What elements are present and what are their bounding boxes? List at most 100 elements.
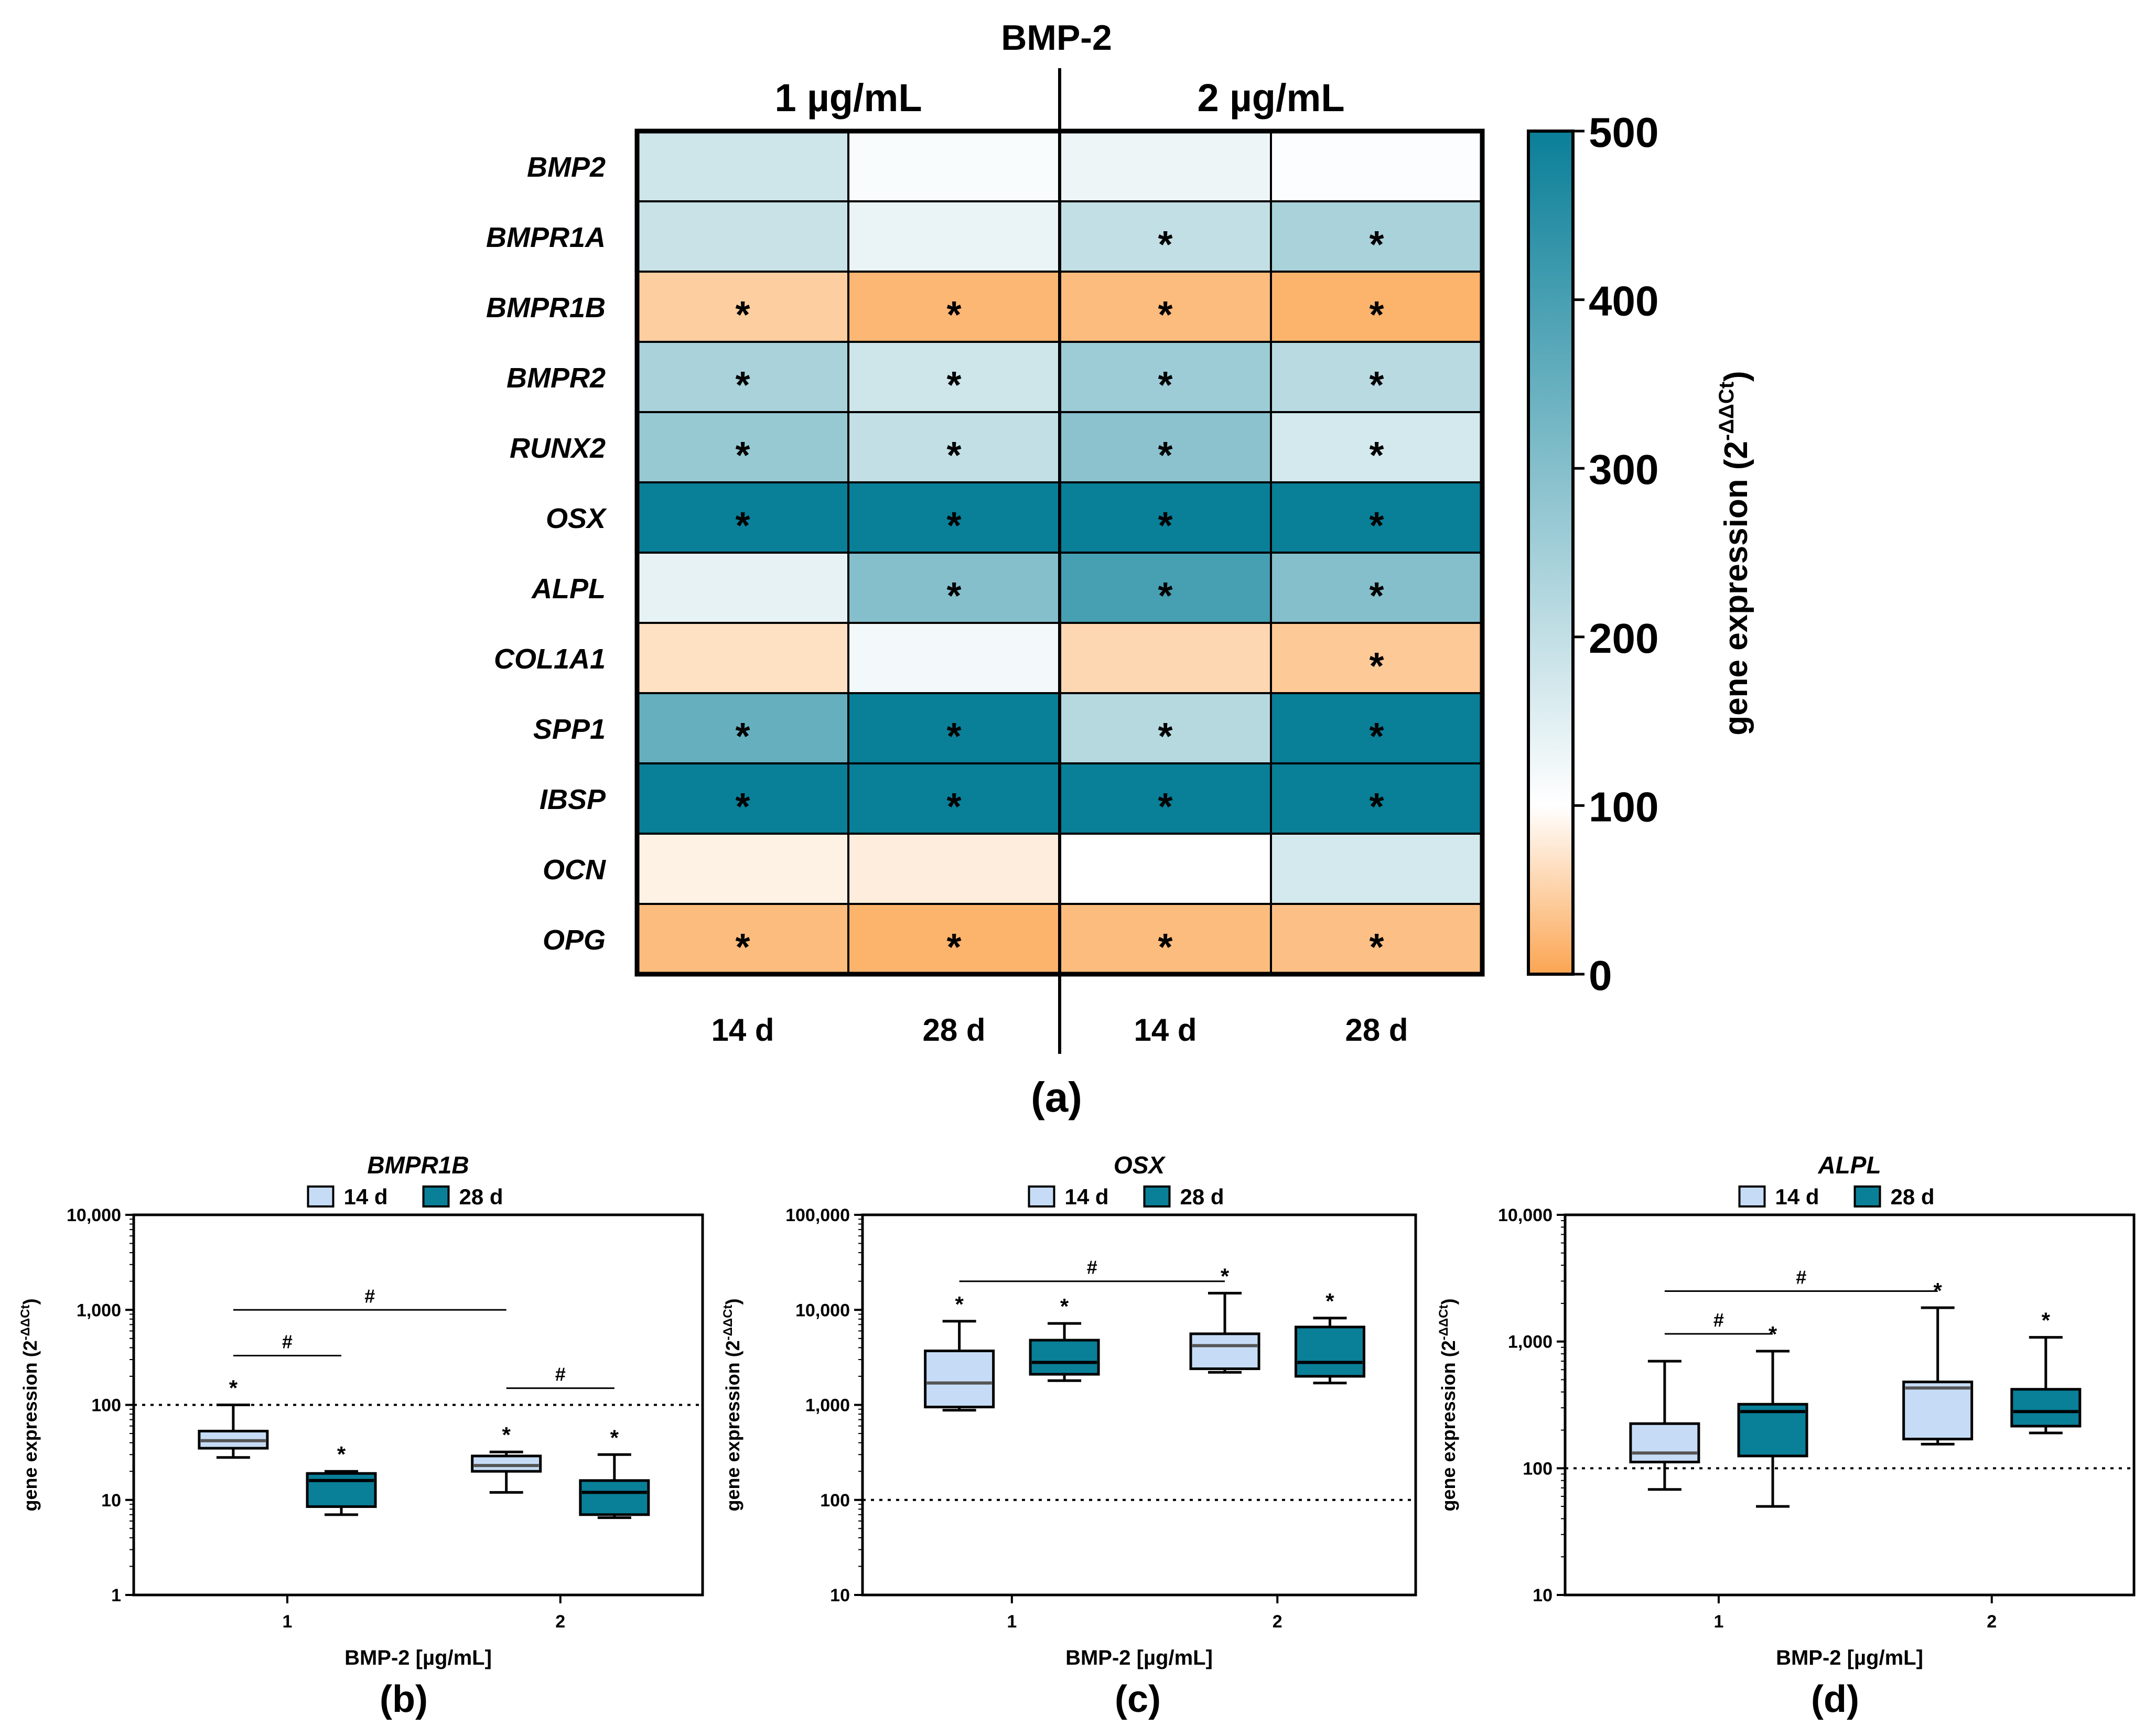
- box-significance-star: *: [229, 1376, 238, 1400]
- heatmap-cell: [1270, 200, 1483, 273]
- x-tick-label: 1: [1007, 1612, 1017, 1632]
- heatmap-cell: [1270, 271, 1483, 343]
- heatmap-cell: [636, 833, 849, 905]
- box: [924, 1350, 995, 1409]
- heatmap-cell: [1059, 762, 1272, 835]
- plot-frame: [1564, 1213, 2136, 1597]
- heatmap-row-label: COL1A1: [494, 643, 606, 675]
- significance-star: *: [946, 716, 961, 758]
- box-significance-star: *: [1221, 1264, 1230, 1288]
- panel-label: (d): [1811, 1678, 1859, 1720]
- y-tick-label: 10: [830, 1586, 850, 1605]
- colorbar-tick-label: 300: [1589, 446, 1658, 493]
- heatmap-column-label: 28 d: [922, 1012, 985, 1048]
- box: [471, 1454, 542, 1473]
- heatmap-cell: [1059, 622, 1272, 694]
- box-significance-star: *: [502, 1422, 511, 1447]
- significance-star: *: [946, 364, 961, 406]
- y-tick-label: 10,000: [795, 1300, 850, 1320]
- heatmap-cell: [636, 692, 849, 764]
- comparison-label: #: [364, 1285, 375, 1307]
- heatmap-cell: [636, 762, 849, 835]
- legend-label: 28 d: [1180, 1184, 1224, 1209]
- colorbar-tick-label: 0: [1589, 952, 1612, 999]
- x-axis-label: BMP-2 [µg/mL]: [1065, 1646, 1213, 1669]
- legend-swatch: [307, 1185, 335, 1207]
- boxplot-title: ALPL: [1817, 1151, 1881, 1179]
- heatmap-cell: [636, 622, 849, 694]
- boxplot-panel-d: ALPL 14 d 28 d 10 100 1,000 10,000 gene express…: [1437, 1151, 2136, 1720]
- box: [579, 1479, 650, 1516]
- x-tick-label: 2: [1987, 1612, 1997, 1632]
- box: [1629, 1422, 1700, 1463]
- heatmap-row-label: IBSP: [540, 784, 606, 815]
- heatmap-row-label: BMP2: [527, 152, 606, 183]
- significance-star: *: [1369, 575, 1384, 617]
- legend-swatch: [1853, 1185, 1881, 1207]
- legend-label: 28 d: [1891, 1184, 1935, 1209]
- boxplot-panel-b: BMPR1B 14 d 28 d 1 10 100 1,000 10,000 gene expr…: [18, 1151, 704, 1720]
- y-axis-label: gene expression (2-ΔΔCt): [721, 1299, 743, 1512]
- box-significance-star: *: [337, 1442, 346, 1467]
- heatmap-cell: [1059, 130, 1272, 202]
- y-tick-label: 100: [820, 1491, 850, 1511]
- panel-label: (b): [380, 1678, 428, 1720]
- significance-star: *: [1369, 294, 1384, 336]
- significance-star: *: [946, 575, 961, 617]
- y-tick-label: 1,000: [1508, 1332, 1553, 1352]
- legend-label: 14 d: [1065, 1184, 1109, 1209]
- boxplot-title: BMPR1B: [367, 1151, 469, 1179]
- heatmap-cell: [1270, 130, 1483, 202]
- box: [1294, 1325, 1365, 1378]
- legend-swatch: [1738, 1185, 1766, 1207]
- boxplot-title: OSX: [1114, 1151, 1166, 1179]
- heatmap-row-label: BMPR1B: [486, 292, 606, 324]
- heatmap-column-group-label: 2 µg/mL: [1197, 76, 1344, 120]
- heatmap-cell: [847, 552, 1061, 624]
- heatmap-row-label: BMPR1A: [486, 222, 606, 253]
- heatmap-panel-a: BMP-2 1 µg/mL 2 µg/mL BMP2 BMPR1A * * BMPR1B * * *…: [486, 18, 1754, 1120]
- y-tick-label: 1,000: [77, 1300, 121, 1320]
- heatmap-cell: [847, 341, 1061, 413]
- heatmap-cell: [636, 200, 849, 273]
- heatmap-row-label: BMPR2: [506, 362, 606, 394]
- box: [1902, 1381, 1974, 1441]
- colorbar-tick-label: 100: [1589, 783, 1658, 830]
- x-tick-label: 2: [555, 1612, 565, 1632]
- y-tick-label: 1: [111, 1586, 121, 1605]
- significance-star: *: [735, 435, 750, 477]
- significance-star: *: [1369, 505, 1384, 547]
- y-axis-label: gene expression (2-ΔΔCt): [1437, 1299, 1459, 1512]
- heatmap-cell: [1059, 200, 1272, 273]
- significance-star: *: [735, 505, 750, 547]
- heatmap-column-group-label: 1 µg/mL: [774, 76, 922, 120]
- colorbar-tick-label: 200: [1589, 615, 1658, 662]
- heatmap-cell: [1059, 833, 1272, 905]
- heatmap-cell: [636, 552, 849, 624]
- y-tick-label: 1,000: [805, 1396, 850, 1416]
- box-significance-star: *: [1325, 1289, 1334, 1313]
- legend-swatch: [1028, 1185, 1055, 1207]
- colorbar: [1527, 130, 1575, 976]
- significance-star: *: [1158, 224, 1172, 266]
- colorbar-tick-label: 500: [1589, 109, 1658, 156]
- y-tick-label: 100: [1523, 1459, 1553, 1479]
- box-significance-star: *: [955, 1292, 964, 1317]
- panel-label-a: (a): [1031, 1074, 1082, 1120]
- heatmap-cell: [636, 271, 849, 343]
- x-tick-label: 1: [1713, 1612, 1723, 1632]
- significance-star: *: [735, 926, 750, 968]
- significance-star: *: [946, 435, 961, 477]
- heatmap-cell: [847, 833, 1061, 905]
- comparison-label: #: [1796, 1266, 1806, 1288]
- significance-star: *: [946, 926, 961, 968]
- y-tick-label: 100: [91, 1396, 121, 1416]
- x-axis-label: BMP-2 [µg/mL]: [1776, 1646, 1923, 1669]
- heatmap-cell: [1270, 622, 1483, 694]
- y-tick-label: 10: [1533, 1586, 1553, 1605]
- comparison-label: #: [1087, 1257, 1097, 1278]
- heatmap-cell: [1270, 341, 1483, 413]
- y-tick-label: 10,000: [67, 1205, 121, 1225]
- heatmap-cell: [847, 130, 1061, 202]
